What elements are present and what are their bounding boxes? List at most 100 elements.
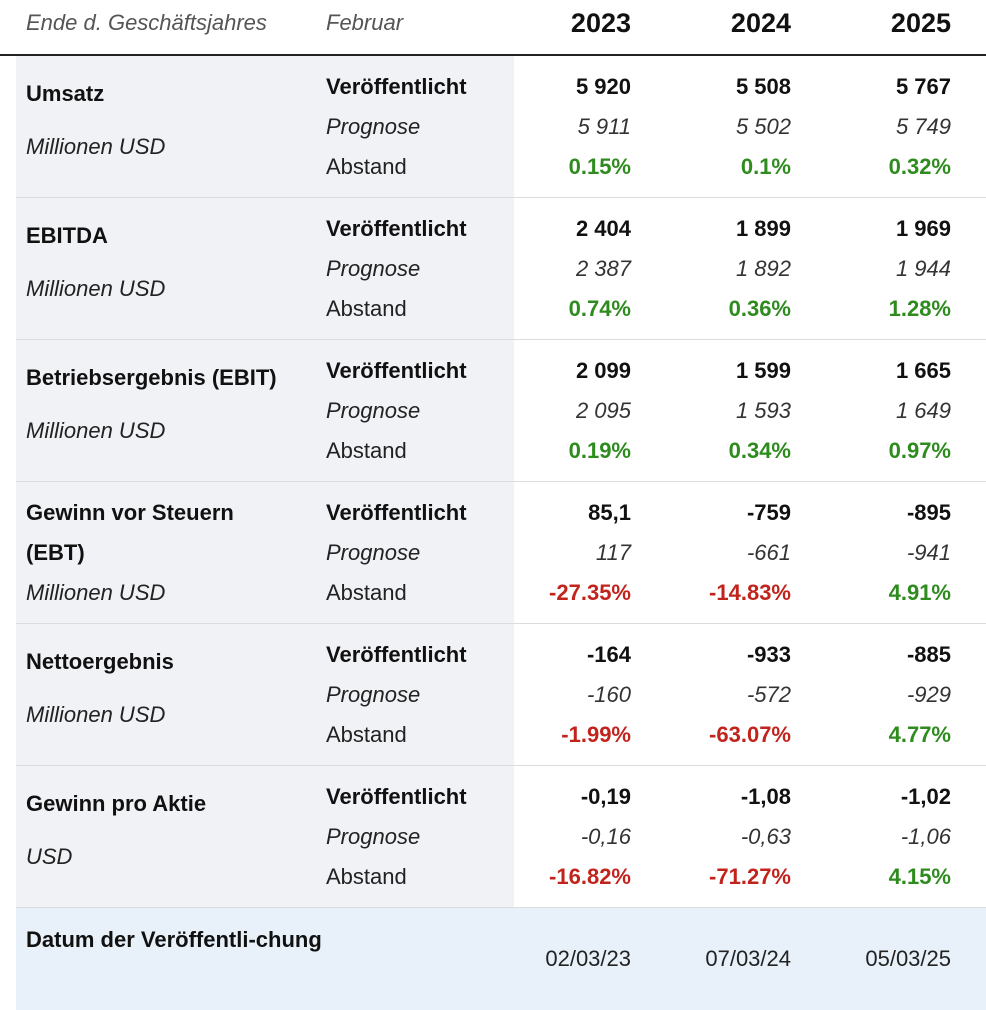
row-label-gap: Abstand — [326, 154, 407, 179]
section-revenue: Umsatz Millionen USD Veröffentlicht Prog… — [16, 56, 986, 198]
section-eps: Gewinn pro Aktie USD Veröffentlicht Prog… — [16, 766, 986, 908]
forecast-value: 1 649 — [895, 398, 951, 423]
section-title: Betriebsergebnis (EBIT) — [26, 365, 277, 390]
section-unit: Millionen USD — [26, 134, 166, 159]
forecast-value: 117 — [595, 540, 631, 565]
row-label-published: Veröffentlicht — [326, 216, 467, 241]
publication-date-value: 07/03/24 — [705, 946, 791, 971]
row-label-forecast: Prognose — [326, 114, 421, 139]
row-label-forecast: Prognose — [326, 540, 421, 565]
forecast-value: -572 — [746, 682, 791, 707]
gap-value: -63.07% — [709, 722, 791, 747]
row-label-gap: Abstand — [326, 864, 407, 889]
forecast-value: -661 — [746, 540, 791, 565]
published-value: 1 599 — [735, 358, 791, 383]
label-shade — [16, 624, 514, 765]
row-label-forecast: Prognose — [326, 682, 421, 707]
published-value: 1 969 — [895, 216, 951, 241]
section-title: Gewinn vor Steuern (EBT) — [26, 500, 234, 565]
row-label-published: Veröffentlicht — [326, 784, 467, 809]
forecast-value: 5 502 — [735, 114, 791, 139]
row-label-forecast: Prognose — [326, 398, 421, 423]
forecast-value: -160 — [586, 682, 631, 707]
forecast-value: 5 911 — [577, 114, 631, 139]
published-value: -933 — [746, 642, 791, 667]
section-ebt: Gewinn vor Steuern (EBT) Millionen USD V… — [16, 482, 986, 624]
gap-value: -27.35% — [549, 580, 631, 605]
gap-value: 0.19% — [568, 438, 631, 463]
forecast-value: 2 095 — [575, 398, 631, 423]
published-value: -1,02 — [900, 784, 951, 809]
section-unit: Millionen USD — [26, 418, 166, 443]
gap-value: 0.15% — [568, 154, 631, 179]
published-value: -164 — [586, 642, 631, 667]
gap-value: -14.83% — [709, 580, 791, 605]
year-header-2024: 2024 — [730, 8, 791, 38]
section-unit: USD — [26, 844, 73, 869]
year-header-2025: 2025 — [890, 8, 951, 38]
section-ebit: Betriebsergebnis (EBIT) Millionen USD Ve… — [16, 340, 986, 482]
table-header: Ende d. Geschäftsjahres Februar 2023 202… — [0, 0, 986, 56]
publication-date-label: Datum der Veröffentli-chung — [26, 927, 322, 952]
row-label-forecast: Prognose — [326, 824, 421, 849]
row-label-gap: Abstand — [326, 438, 407, 463]
gap-value: -71.27% — [709, 864, 791, 889]
gap-value: 4.15% — [888, 864, 951, 889]
published-value: 85,1 — [588, 500, 631, 525]
forecast-value: 1 593 — [735, 398, 791, 423]
section-unit: Millionen USD — [26, 276, 166, 301]
published-value: 1 665 — [895, 358, 951, 383]
label-shade — [16, 198, 514, 339]
row-label-published: Veröffentlicht — [326, 74, 467, 99]
year-header-2023: 2023 — [570, 8, 631, 38]
published-value: -0,19 — [580, 784, 631, 809]
published-value: -759 — [746, 500, 791, 525]
gap-value: 0.97% — [888, 438, 951, 463]
published-value: 5 920 — [575, 74, 631, 99]
published-value: -1,08 — [740, 784, 791, 809]
row-label-published: Veröffentlicht — [326, 642, 467, 667]
forecast-value: 1 944 — [895, 256, 951, 281]
fiscal-year-label: Ende d. Geschäftsjahres — [26, 10, 267, 35]
section-net-income: Nettoergebnis Millionen USD Veröffentlic… — [16, 624, 986, 766]
fiscal-month-label: Februar — [326, 10, 404, 35]
section-ebitda: EBITDA Millionen USD Veröffentlicht Prog… — [16, 198, 986, 340]
published-value: 2 404 — [575, 216, 631, 241]
gap-value: -16.82% — [549, 864, 631, 889]
publication-date-value: 05/03/25 — [865, 946, 951, 971]
published-value: -895 — [906, 500, 951, 525]
forecast-value: -941 — [906, 540, 951, 565]
forecast-value: -0,16 — [580, 824, 631, 849]
label-shade — [16, 482, 514, 623]
section-title: Nettoergebnis — [26, 649, 174, 674]
section-title: EBITDA — [26, 223, 108, 248]
published-value: 5 767 — [895, 74, 951, 99]
forecast-value: -0,63 — [740, 824, 791, 849]
published-value: 5 508 — [735, 74, 791, 99]
row-label-gap: Abstand — [326, 722, 407, 747]
forecast-value: -1,06 — [900, 824, 951, 849]
publication-date-row: Datum der Veröffentli-chung 02/03/23 07/… — [16, 908, 986, 1010]
section-unit: Millionen USD — [26, 580, 166, 605]
label-shade — [16, 766, 514, 907]
forecast-value: 2 387 — [575, 256, 631, 281]
gap-value: 1.28% — [888, 296, 951, 321]
gap-value: -1.99% — [561, 722, 631, 747]
forecast-value: 5 749 — [895, 114, 951, 139]
gap-value: 4.77% — [888, 722, 951, 747]
gap-value: 4.91% — [888, 580, 951, 605]
published-value: 2 099 — [575, 358, 631, 383]
publication-date-value: 02/03/23 — [545, 946, 631, 971]
section-unit: Millionen USD — [26, 702, 166, 727]
row-label-published: Veröffentlicht — [326, 500, 467, 525]
label-shade — [16, 340, 514, 481]
section-title: Umsatz — [26, 81, 105, 106]
gap-value: 0.1% — [740, 154, 791, 179]
published-value: 1 899 — [735, 216, 791, 241]
gap-value: 0.74% — [568, 296, 631, 321]
row-label-forecast: Prognose — [326, 256, 421, 281]
row-label-published: Veröffentlicht — [326, 358, 467, 383]
section-title: Gewinn pro Aktie — [26, 791, 207, 816]
gap-value: 0.36% — [728, 296, 791, 321]
